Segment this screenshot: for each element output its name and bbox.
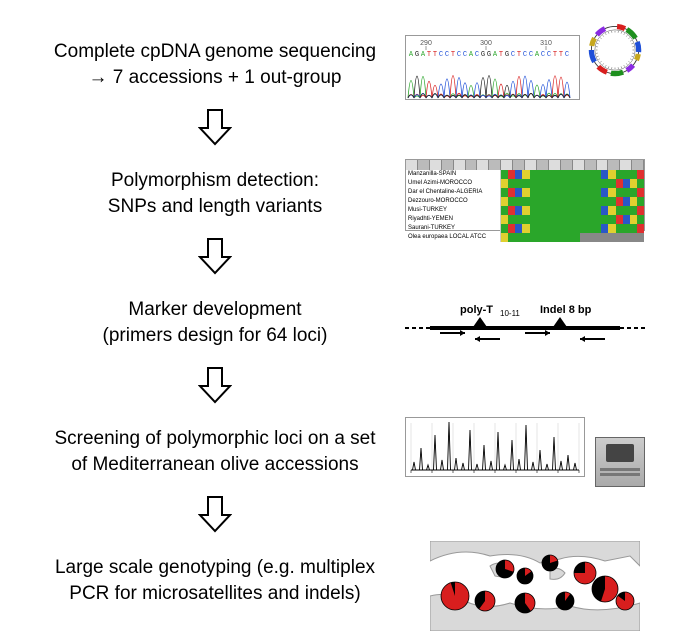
svg-text:T: T (517, 51, 521, 59)
svg-text:A: A (493, 51, 498, 59)
step-5-row: Large scale genotyping (e.g. multiplex P… (25, 546, 660, 616)
sequencer-machine-icon (595, 437, 645, 487)
step-3-line-1: Marker development (128, 299, 301, 320)
svg-text:C: C (439, 51, 443, 59)
capillary-svg (406, 418, 584, 476)
step-2-line-2: SNPs and length variants (108, 196, 322, 217)
svg-text:T: T (427, 51, 431, 59)
svg-text:T: T (433, 51, 437, 59)
svg-text:300: 300 (480, 40, 492, 47)
step-3-row: Marker development (primers design for 6… (25, 288, 660, 358)
step-3-graphic: poly-T 10-11 Indel 8 bp (405, 288, 645, 358)
down-arrow-icon (198, 366, 232, 404)
svg-text:C: C (475, 51, 479, 59)
step-5-line-2: PCR for microsatellites and indels) (69, 583, 360, 604)
arrow-1 (25, 108, 405, 151)
step-2-graphic: Manzanilla-SPAINUmel Azimi-MOROCCODar el… (405, 159, 645, 229)
svg-text:C: C (445, 51, 449, 59)
svg-text:T: T (553, 51, 557, 59)
step-4-graphic (405, 417, 645, 487)
svg-text:G: G (481, 51, 485, 59)
down-arrow-icon (198, 237, 232, 275)
svg-text:C: C (529, 51, 533, 59)
sequence-alignment: Manzanilla-SPAINUmel Azimi-MOROCCODar el… (405, 159, 645, 231)
step-4-line-2: of Mediterranean olive accessions (71, 454, 358, 475)
map-svg (430, 541, 640, 631)
arrow-3 (25, 366, 405, 409)
step-5-text: Large scale genotyping (e.g. multiplex P… (25, 555, 405, 606)
chromatogram-svg: 290300310AGATTCCTCCACGGATGCTCCACCTTC (406, 36, 579, 99)
svg-text:C: C (565, 51, 569, 59)
arrow-2 (25, 237, 405, 280)
svg-text:C: C (523, 51, 527, 59)
svg-text:C: C (541, 51, 545, 59)
svg-text:C: C (457, 51, 461, 59)
svg-text:G: G (505, 51, 509, 59)
plasmid-map (580, 15, 650, 85)
svg-text:A: A (535, 51, 540, 59)
svg-text:G: G (487, 51, 491, 59)
step-4-row: Screening of polymorphic loci on a set o… (25, 417, 660, 487)
svg-text:290: 290 (420, 40, 432, 47)
capillary-trace (405, 417, 585, 477)
step-5-line-1: Large scale genotyping (e.g. multiplex (55, 557, 375, 578)
marker-svg: poly-T 10-11 Indel 8 bp (405, 303, 645, 353)
svg-text:T: T (499, 51, 503, 59)
step-3-line-2: (primers design for 64 loci) (103, 325, 328, 346)
step-4-text: Screening of polymorphic loci on a set o… (25, 426, 405, 477)
step-5-graphic (405, 546, 645, 616)
step-1-text: Complete cpDNA genome sequencing → 7 acc… (25, 39, 405, 90)
down-arrow-icon (198, 495, 232, 533)
svg-text:G: G (415, 51, 419, 59)
svg-text:A: A (421, 51, 426, 59)
svg-text:310: 310 (540, 40, 552, 47)
svg-text:C: C (547, 51, 551, 59)
step-1-line-2: → 7 accessions + 1 out-group (89, 67, 342, 88)
step-1-line-1: Complete cpDNA genome sequencing (54, 41, 376, 62)
svg-text:Indel 8 bp: Indel 8 bp (540, 304, 592, 316)
step-2-row: Polymorphism detection: SNPs and length … (25, 159, 660, 229)
svg-text:C: C (463, 51, 467, 59)
step-2-line-1: Polymorphism detection: (111, 170, 319, 191)
step-4-line-1: Screening of polymorphic loci on a set (54, 428, 375, 449)
svg-text:10-11: 10-11 (500, 309, 520, 318)
step-1-row: Complete cpDNA genome sequencing → 7 acc… (25, 30, 660, 100)
svg-text:A: A (469, 51, 474, 59)
step-1-graphic: 290300310AGATTCCTCCACGGATGCTCCACCTTC (405, 30, 645, 100)
svg-text:C: C (511, 51, 515, 59)
plasmid-svg (580, 15, 650, 85)
svg-text:T: T (451, 51, 455, 59)
step-3-text: Marker development (primers design for 6… (25, 297, 405, 348)
arrow-4 (25, 495, 405, 538)
step-2-text: Polymorphism detection: SNPs and length … (25, 168, 405, 219)
marker-diagram: poly-T 10-11 Indel 8 bp (405, 303, 645, 353)
mediterranean-map (430, 541, 640, 631)
svg-text:T: T (559, 51, 563, 59)
chromatogram: 290300310AGATTCCTCCACGGATGCTCCACCTTC (405, 35, 580, 100)
down-arrow-icon (198, 108, 232, 146)
svg-text:poly-T: poly-T (460, 304, 493, 316)
svg-text:A: A (409, 51, 414, 59)
